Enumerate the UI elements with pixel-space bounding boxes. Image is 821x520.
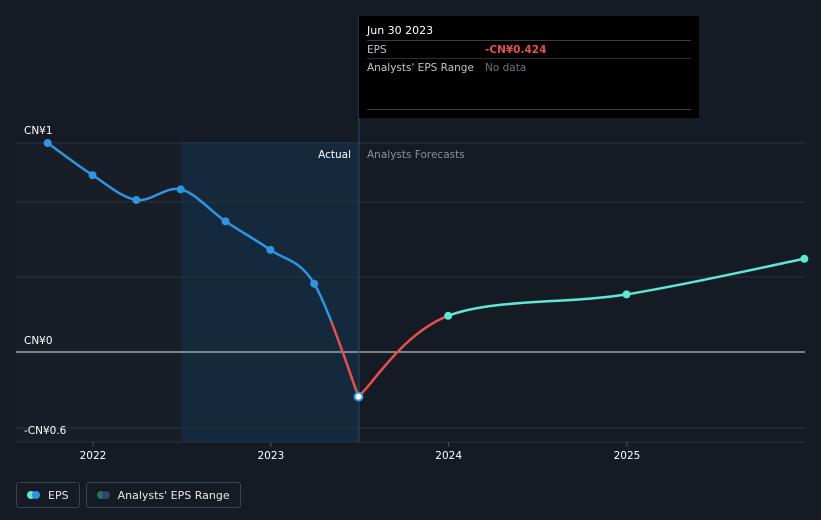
- x-tick-label: 2023: [257, 450, 284, 462]
- series-points: [43, 139, 809, 402]
- actual-label: Actual: [318, 149, 351, 161]
- eps-point: [43, 139, 52, 147]
- eps-line-positive: [46, 141, 333, 322]
- tooltip-divider: [367, 109, 691, 110]
- forecast-line: [449, 257, 805, 317]
- forecast-label: Analysts Forecasts: [367, 149, 465, 161]
- forecast-line-negative: [357, 314, 449, 398]
- gridlines: [16, 142, 805, 443]
- eps-point: [353, 391, 364, 402]
- tooltip-range-label: Analysts' EPS Range: [367, 61, 474, 74]
- forecast-point: [800, 254, 809, 263]
- forecast-point: [622, 290, 631, 299]
- y-label-bottom: -CN¥0.6: [24, 425, 67, 437]
- tooltip-eps-row: EPS -CN¥0.424: [367, 41, 691, 59]
- tooltip-eps-label: EPS: [367, 43, 387, 56]
- eps-point: [221, 217, 230, 226]
- eps-point: [88, 171, 97, 180]
- x-tick-label: 2025: [614, 450, 641, 462]
- tooltip-date: Jun 30 2023: [367, 16, 691, 41]
- x-axis: 2022 2023 2024 2025: [80, 442, 641, 462]
- legend-eps-button[interactable]: EPS: [16, 482, 80, 508]
- tooltip-eps-value: -CN¥0.424: [485, 43, 547, 56]
- range-legend-icon: [96, 491, 111, 499]
- legend-eps-label: EPS: [48, 488, 69, 502]
- past-shade-dark: [16, 142, 181, 442]
- eps-point: [310, 279, 319, 288]
- tooltip-range-row: Analysts' EPS Range No data: [367, 59, 691, 76]
- eps-point: [266, 245, 275, 254]
- y-label-zero: CN¥0: [24, 335, 53, 347]
- forecast-point: [444, 311, 453, 320]
- legend-range-label: Analysts' EPS Range: [117, 488, 230, 502]
- x-tick-label: 2022: [80, 450, 107, 462]
- eps-point: [176, 185, 185, 194]
- series-lines: [46, 141, 805, 398]
- eps-legend-icon: [27, 491, 41, 499]
- tooltip: Jun 30 2023 EPS -CN¥0.424 Analysts' EPS …: [359, 16, 699, 118]
- past-shade-highlight: [181, 142, 359, 442]
- x-tick-label: 2024: [435, 450, 462, 462]
- eps-point: [132, 196, 141, 204]
- legend: EPS Analysts' EPS Range: [16, 482, 241, 508]
- tooltip-range-value: No data: [485, 61, 527, 74]
- legend-range-button[interactable]: Analysts' EPS Range: [85, 482, 241, 508]
- y-label-top: CN¥1: [24, 125, 53, 137]
